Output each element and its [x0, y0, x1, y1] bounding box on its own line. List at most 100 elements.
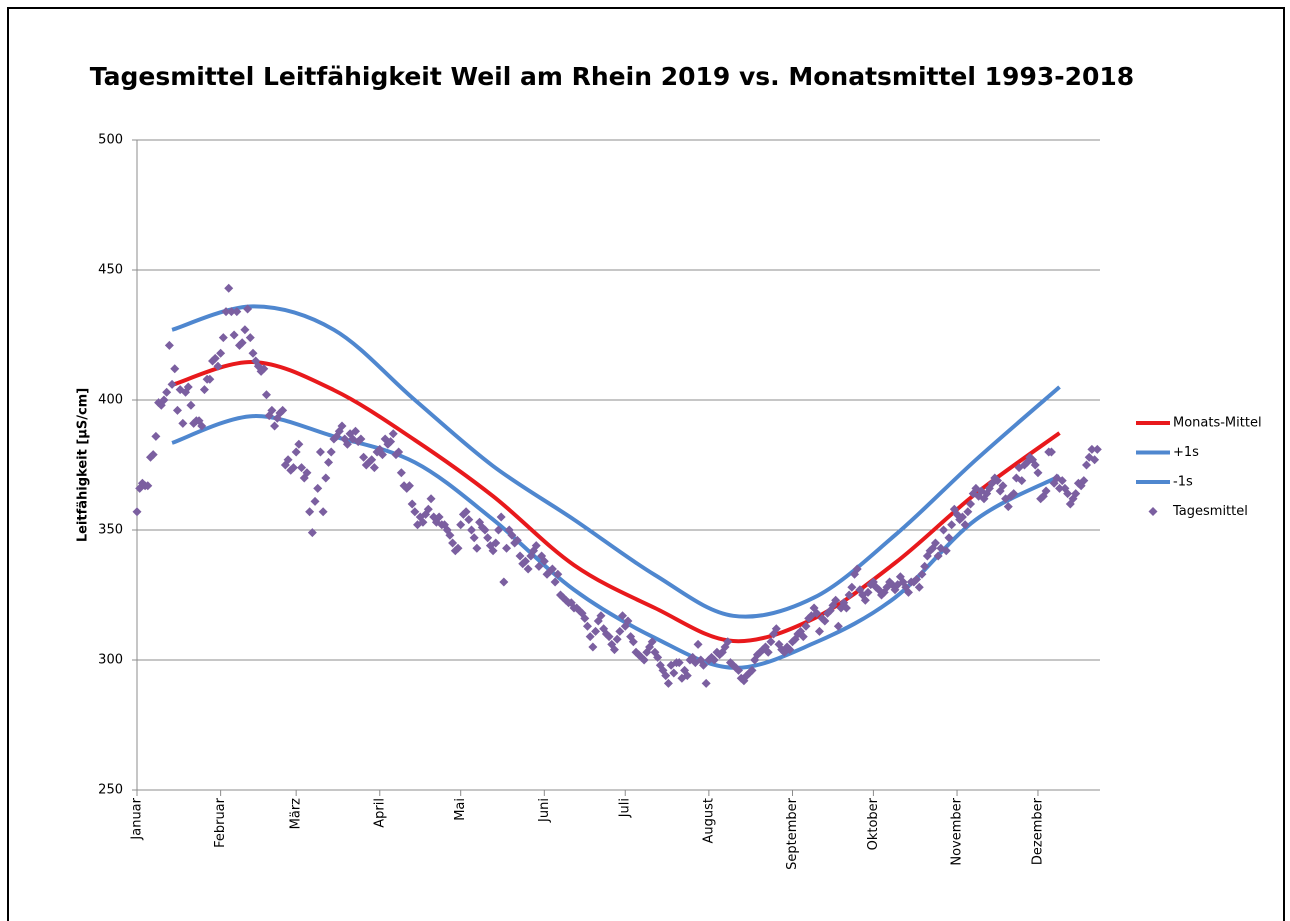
- x-tick-label: Januar: [130, 797, 145, 840]
- data-point: [939, 525, 949, 535]
- data-point: [342, 439, 352, 449]
- data-point: [1087, 444, 1097, 454]
- data-point: [944, 533, 954, 543]
- data-point: [1003, 502, 1013, 512]
- data-point: [159, 395, 169, 405]
- data-point: [682, 671, 692, 681]
- data-point: [1082, 460, 1092, 470]
- data-point: [698, 660, 708, 670]
- data-point: [914, 582, 924, 592]
- x-tick-label: Dezember: [1030, 797, 1045, 865]
- data-point: [132, 507, 142, 517]
- data-point: [539, 556, 549, 566]
- x-tick-label: April: [372, 798, 387, 828]
- data-point: [170, 364, 180, 374]
- data-point: [143, 481, 153, 491]
- x-tick-label: März: [289, 798, 304, 830]
- data-point: [197, 421, 207, 431]
- data-point: [218, 333, 228, 343]
- data-point: [359, 452, 369, 462]
- data-point: [596, 611, 606, 621]
- x-tick-label: Oktober: [866, 797, 881, 850]
- y-tick-label: 350: [98, 523, 123, 538]
- data-point: [297, 463, 307, 473]
- data-point: [162, 387, 172, 397]
- data-point: [1017, 476, 1027, 486]
- data-point: [337, 421, 347, 431]
- x-tick-label: September: [785, 797, 800, 870]
- data-point: [224, 283, 234, 293]
- chart-border: [7, 7, 1285, 921]
- data-point: [639, 655, 649, 665]
- data-point: [434, 512, 444, 522]
- data-point: [647, 637, 657, 647]
- data-point: [512, 535, 522, 545]
- y-tick-label: 300: [98, 653, 123, 668]
- data-point: [199, 385, 209, 395]
- data-point: [1090, 455, 1100, 465]
- data-point: [248, 348, 258, 358]
- y-tick-label: 500: [98, 133, 123, 148]
- data-point: [243, 304, 253, 314]
- data-point: [151, 431, 161, 441]
- data-point: [920, 561, 930, 571]
- data-point: [580, 613, 590, 623]
- data-point: [324, 457, 334, 467]
- data-point: [618, 611, 628, 621]
- data-point: [582, 621, 592, 631]
- data-point: [426, 494, 436, 504]
- data-point: [1055, 483, 1065, 493]
- data-point: [917, 569, 927, 579]
- data-point: [515, 551, 525, 561]
- data-point: [294, 439, 304, 449]
- data-point: [245, 333, 255, 343]
- data-point: [386, 437, 396, 447]
- data-point: [615, 626, 625, 636]
- data-point: [469, 533, 479, 543]
- data-point: [1092, 444, 1102, 454]
- y-tick-label: 250: [98, 783, 123, 798]
- data-point: [491, 538, 501, 548]
- data-point: [912, 574, 922, 584]
- data-point: [183, 382, 193, 392]
- data-point: [734, 665, 744, 675]
- data-point: [841, 603, 851, 613]
- data-point: [1057, 476, 1067, 486]
- data-point: [464, 515, 474, 525]
- series-line: [171, 360, 1061, 644]
- data-point: [267, 405, 277, 415]
- data-point: [291, 447, 301, 457]
- data-point: [763, 647, 773, 657]
- data-point: [178, 418, 188, 428]
- x-tick-label: Juli: [618, 798, 633, 818]
- data-point: [472, 543, 482, 553]
- data-point: [251, 356, 261, 366]
- data-point: [307, 528, 317, 538]
- chart-title: Tagesmittel Leitfähigkeit Weil am Rhein …: [90, 62, 1134, 91]
- data-point: [216, 348, 226, 358]
- data-point: [1030, 460, 1040, 470]
- data-point: [369, 463, 379, 473]
- data-point: [930, 538, 940, 548]
- data-point: [998, 481, 1008, 491]
- data-point: [814, 626, 824, 636]
- data-point: [461, 507, 471, 517]
- data-point: [326, 447, 336, 457]
- data-point: [502, 543, 512, 553]
- data-point: [1033, 468, 1043, 478]
- data-point: [496, 512, 506, 522]
- y-tick-label: 400: [98, 393, 123, 408]
- data-point: [863, 587, 873, 597]
- data-point: [623, 616, 633, 626]
- data-point: [693, 639, 703, 649]
- legend-swatch: [1148, 507, 1158, 516]
- data-point: [493, 525, 503, 535]
- data-point: [591, 626, 601, 636]
- data-point: [553, 569, 563, 579]
- data-point: [860, 595, 870, 605]
- data-point: [966, 499, 976, 509]
- data-point: [305, 507, 315, 517]
- data-point: [1079, 476, 1089, 486]
